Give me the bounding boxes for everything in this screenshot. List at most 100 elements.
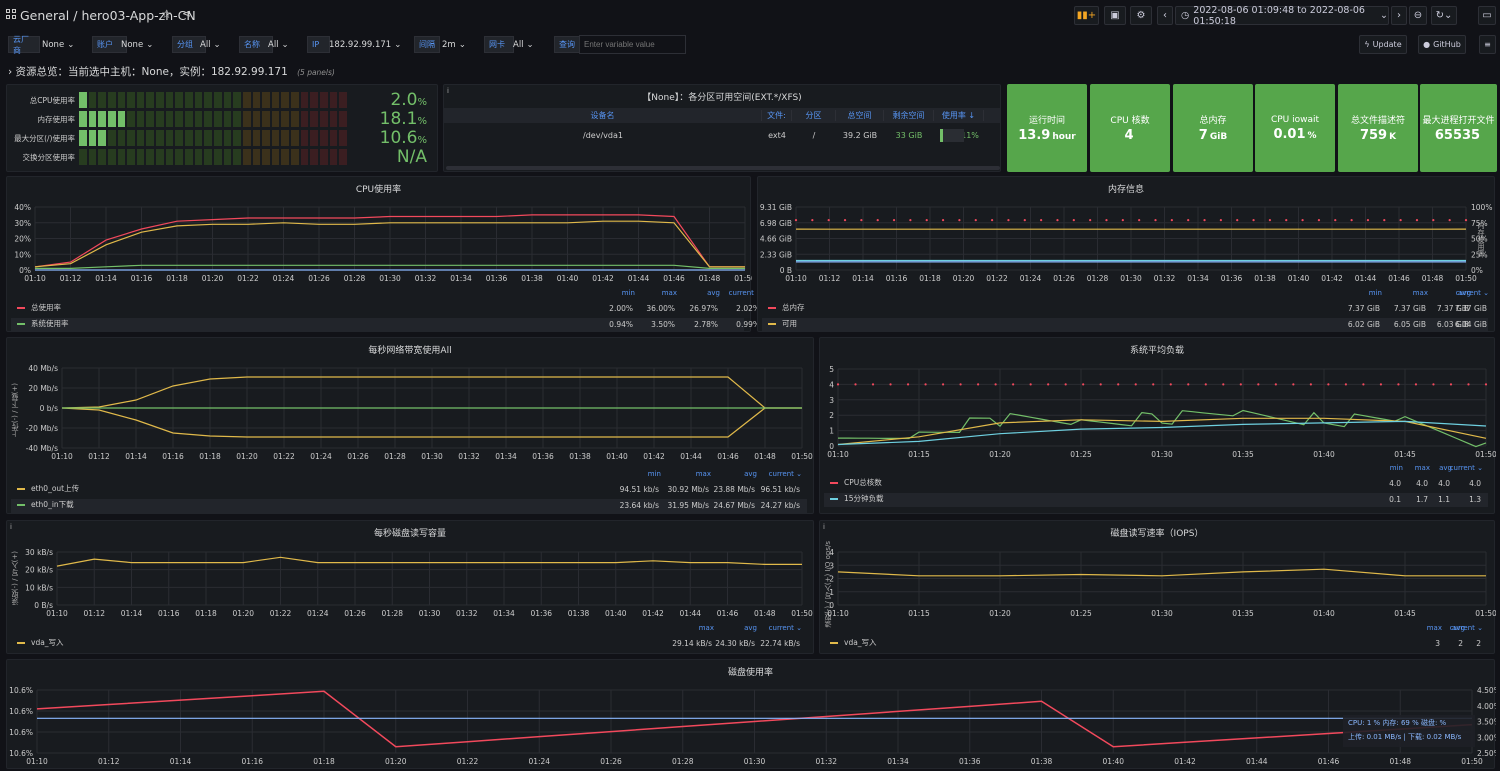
series-point-0 bbox=[1187, 219, 1190, 222]
table-header-5[interactable]: 使用率 ↓ bbox=[934, 110, 984, 121]
gauge-cell bbox=[213, 92, 222, 108]
legend-header-3[interactable]: current ⌄ bbox=[1449, 464, 1483, 472]
x-tick-label: 01:16 bbox=[162, 452, 184, 461]
variable-select-2[interactable]: All ⌄ bbox=[200, 36, 221, 53]
table-header-2[interactable]: 分区 bbox=[792, 110, 836, 121]
legend-row[interactable]: vda_写入 3 2 2 bbox=[824, 637, 1488, 651]
legend-header-2[interactable]: avg bbox=[1439, 464, 1452, 472]
x-tick-label: 01:45 bbox=[1394, 609, 1416, 618]
variable-select-1[interactable]: None ⌄ bbox=[121, 36, 153, 53]
legend-header-1[interactable]: max bbox=[1414, 464, 1430, 472]
table-cell-0: /dev/vda1 bbox=[583, 131, 623, 140]
stat-unit: GiB bbox=[1209, 132, 1228, 142]
legend-name: eth0_in下载 bbox=[31, 500, 74, 509]
stat-panel-5: 最大进程打开文件 65535 bbox=[1420, 84, 1497, 172]
legend-header-0[interactable]: min bbox=[621, 289, 635, 297]
bolt-icon: ϟ bbox=[1364, 40, 1370, 49]
x-tick-label: 01:46 bbox=[663, 274, 685, 283]
legend-name: 总使用率 bbox=[31, 303, 61, 312]
legend-row[interactable]: 15分钟负载 0.1 1.7 1.1 1.3 bbox=[824, 493, 1488, 507]
y2-tick-label: 25% bbox=[1471, 250, 1488, 259]
variable-select-3[interactable]: All ⌄ bbox=[268, 36, 289, 53]
x-tick-label: 01:42 bbox=[642, 609, 664, 618]
variable-select-4[interactable]: 182.92.99.171 ⌄ bbox=[329, 36, 401, 53]
info-icon[interactable]: i bbox=[823, 523, 825, 531]
row-header[interactable]: › 资源总览：当前选中主机：None，实例：182.92.99.171 (5 p… bbox=[8, 64, 335, 79]
legend-header-1[interactable]: max bbox=[661, 289, 677, 297]
legend-row[interactable]: 总使用率 2.00% 36.00% 26.97% 2.02% bbox=[11, 302, 760, 316]
zoom-out-icon[interactable]: ⊖ bbox=[1409, 6, 1427, 25]
legend-row[interactable]: 可用 6.02 GiB 6.05 GiB 6.03 GiB 6.04 GiB bbox=[762, 318, 1488, 332]
legend-header-1[interactable]: max bbox=[1412, 289, 1428, 297]
legend-value: 22.74 kB/s bbox=[760, 639, 800, 648]
legend-row[interactable]: eth0_in下载 23.64 kb/s 31.95 Mb/s 24.67 Mb/s 2… bbox=[11, 499, 807, 513]
variable-select-6[interactable]: All ⌄ bbox=[513, 36, 534, 53]
variable-query-input[interactable] bbox=[579, 35, 686, 54]
legend-header-0[interactable]: min bbox=[1368, 289, 1382, 297]
series-line-1 bbox=[61, 407, 802, 438]
breadcrumb-folder[interactable]: General bbox=[20, 8, 70, 23]
legend-row[interactable]: eth0_out上传 94.51 kb/s 30.92 Mb/s 23.88 Mb/s… bbox=[11, 483, 807, 497]
x-tick-label: 01:20 bbox=[236, 452, 258, 461]
info-icon[interactable]: i bbox=[447, 87, 449, 95]
series-point-0 bbox=[1203, 219, 1206, 222]
legend-header-2[interactable]: current ⌄ bbox=[1449, 624, 1483, 632]
table-scrollbar[interactable] bbox=[446, 166, 1000, 170]
y-tick-label: 1 bbox=[829, 427, 834, 436]
legend-header-0[interactable]: min bbox=[1389, 464, 1403, 472]
chevron-left-icon[interactable]: ‹ bbox=[1157, 6, 1173, 25]
x-tick-label: 01:22 bbox=[273, 452, 295, 461]
breadcrumb-dashboard[interactable]: hero03-App-zh-CN bbox=[81, 8, 196, 23]
legend-header-1[interactable]: avg bbox=[744, 624, 757, 632]
legend-row[interactable]: CPU总核数 4.0 4.0 4.0 4.0 bbox=[824, 477, 1488, 491]
gauge-cell bbox=[310, 149, 319, 165]
info-icon[interactable]: i bbox=[10, 523, 12, 531]
legend-header-1[interactable]: max bbox=[695, 470, 711, 478]
add-panel-icon[interactable]: ▮▮+ bbox=[1074, 6, 1099, 25]
legend-header-3[interactable]: current ⌄ bbox=[1455, 289, 1489, 297]
legend-row[interactable]: 系统使用率 0.94% 3.50% 2.78% 0.99% bbox=[11, 318, 760, 332]
legend-header-3[interactable]: current ⌄ bbox=[768, 470, 802, 478]
legend-row[interactable]: 总内存 7.37 GiB 7.37 GiB 7.37 GiB 7.37 GiB bbox=[762, 302, 1488, 316]
menu-icon[interactable]: ≡ bbox=[1479, 35, 1496, 54]
star-icon[interactable]: ☆ bbox=[161, 7, 172, 21]
legend-header-1[interactable]: avg bbox=[1452, 624, 1465, 632]
series-point-0 bbox=[1023, 219, 1026, 222]
chevron-right-icon[interactable]: › bbox=[1391, 6, 1407, 25]
variable-label-0: 云厂商 bbox=[8, 35, 40, 55]
legend-header-3[interactable]: current ⌄ bbox=[728, 289, 762, 297]
legend-header-0[interactable]: max bbox=[1426, 624, 1442, 632]
time-range-picker[interactable]: ◷ 2022-08-06 01:09:48 to 2022-08-06 01:5… bbox=[1175, 5, 1389, 27]
refresh-icon[interactable]: ↻⌄ bbox=[1431, 6, 1457, 25]
legend-header-2[interactable]: avg bbox=[1458, 289, 1471, 297]
save-icon[interactable]: ▣ bbox=[1104, 6, 1126, 25]
legend-header-2[interactable]: current ⌄ bbox=[768, 624, 802, 632]
table-header-3[interactable]: 总空间 bbox=[836, 110, 884, 121]
tv-mode-icon[interactable]: ▭ bbox=[1478, 6, 1496, 25]
x-tick-label: 01:48 bbox=[699, 274, 721, 283]
x-tick-label: 01:26 bbox=[1053, 274, 1075, 283]
variable-select-0[interactable]: None ⌄ bbox=[42, 36, 74, 53]
table-header-4[interactable]: 剩余空间 bbox=[884, 110, 934, 121]
x-tick-label: 01:26 bbox=[347, 452, 369, 461]
x-tick-label: 01:26 bbox=[600, 757, 622, 766]
gear-icon[interactable]: ⚙ bbox=[1130, 6, 1152, 25]
x-tick-label: 01:12 bbox=[98, 757, 120, 766]
share-icon[interactable]: ⋖ bbox=[182, 7, 192, 20]
legend-row[interactable]: vda_写入 29.14 kB/s 24.30 kB/s 22.74 kB/s bbox=[11, 637, 807, 651]
legend-header-2[interactable]: avg bbox=[707, 289, 720, 297]
x-tick-label: 01:10 bbox=[26, 757, 48, 766]
legend-header-2[interactable]: avg bbox=[744, 470, 757, 478]
update-button[interactable]: ϟ Update bbox=[1359, 35, 1407, 54]
legend-header-0[interactable]: min bbox=[647, 470, 661, 478]
legend-header-0[interactable]: max bbox=[698, 624, 714, 632]
table-header-1[interactable]: 文件: bbox=[762, 110, 792, 121]
grid-icon[interactable] bbox=[6, 9, 16, 19]
load-chart: 0 1 2 3 4 5 01:10 01:15 01:20 01:25 01:30 01:35 01:4… bbox=[827, 365, 1496, 459]
variable-value: All bbox=[513, 39, 524, 50]
gauge-cell bbox=[98, 92, 106, 108]
gauge-cell bbox=[156, 92, 164, 108]
github-button[interactable]: ● GitHub bbox=[1418, 35, 1466, 54]
variable-select-5[interactable]: 2m ⌄ bbox=[442, 36, 466, 53]
table-header-0[interactable]: 设备名 bbox=[444, 110, 762, 121]
